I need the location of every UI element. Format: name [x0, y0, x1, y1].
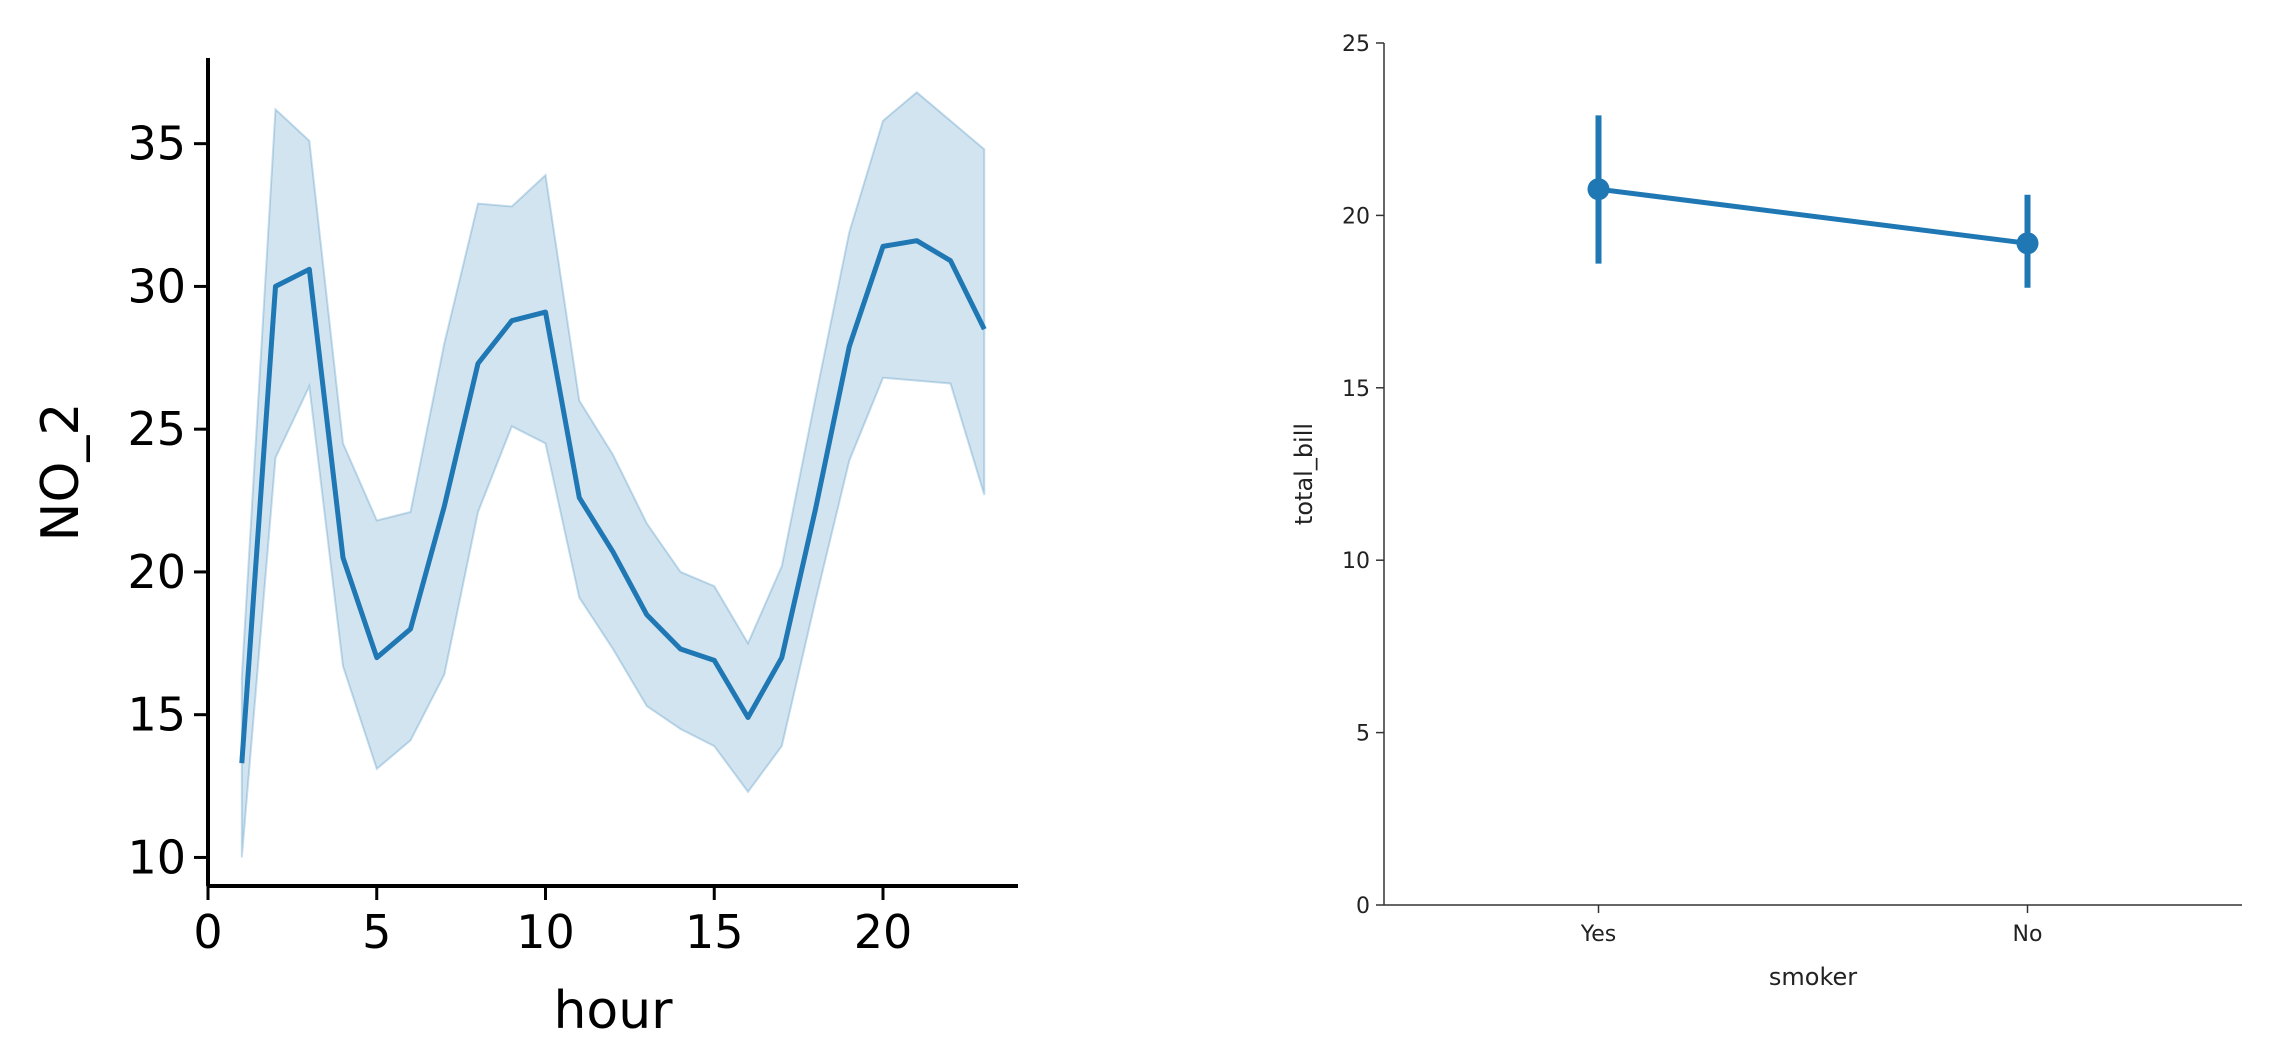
- no2-line-chart: 10 15 20 25 30 35 0 5 10 15 20 hour NO_2: [31, 58, 1018, 1041]
- y-tick-label: 10: [1342, 549, 1370, 574]
- x-tick-label: 10: [516, 905, 575, 959]
- y-ticks: 10 15 20 25 30 35: [127, 117, 208, 884]
- x-tick-label: 0: [193, 905, 222, 959]
- x-ticks: 0 5 10 15 20: [193, 886, 912, 959]
- y-tick-label: 25: [1342, 32, 1370, 57]
- x-tick-label: 15: [685, 905, 744, 959]
- points: [1587, 178, 2039, 255]
- total-bill-point-plot: 0 5 10 15 20 25 Yes No smoker total_bill: [1290, 32, 2242, 991]
- y-tick-label: 0: [1356, 894, 1370, 919]
- x-ticks: Yes No: [1580, 905, 2043, 947]
- series-line: [239, 238, 987, 764]
- y-tick-label: 20: [127, 545, 186, 599]
- x-tick-label: 20: [854, 905, 913, 959]
- y-tick-label: 35: [127, 117, 186, 171]
- x-tick-label: 5: [362, 905, 391, 959]
- y-axis-label: total_bill: [1290, 423, 1318, 525]
- confidence-band: [240, 90, 986, 858]
- y-ticks: 0 5 10 15 20 25: [1342, 32, 1384, 919]
- x-tick-label: Yes: [1580, 922, 1617, 947]
- y-tick-label: 10: [127, 830, 186, 884]
- y-tick-label: 15: [1342, 377, 1370, 402]
- x-axis-label: smoker: [1769, 963, 1857, 991]
- series-line: [1598, 186, 2028, 246]
- y-axis-label: NO_2: [31, 403, 91, 542]
- data-point: [1587, 178, 1610, 201]
- data-point: [2016, 232, 2039, 255]
- y-tick-label: 5: [1356, 722, 1370, 747]
- error-bars: [1595, 115, 2031, 288]
- x-axis-label: hour: [553, 981, 673, 1041]
- x-tick-label: No: [2013, 922, 2043, 947]
- y-tick-label: 30: [127, 259, 186, 313]
- y-tick-label: 15: [127, 688, 186, 742]
- y-tick-label: 25: [127, 402, 186, 456]
- y-tick-label: 20: [1342, 204, 1370, 229]
